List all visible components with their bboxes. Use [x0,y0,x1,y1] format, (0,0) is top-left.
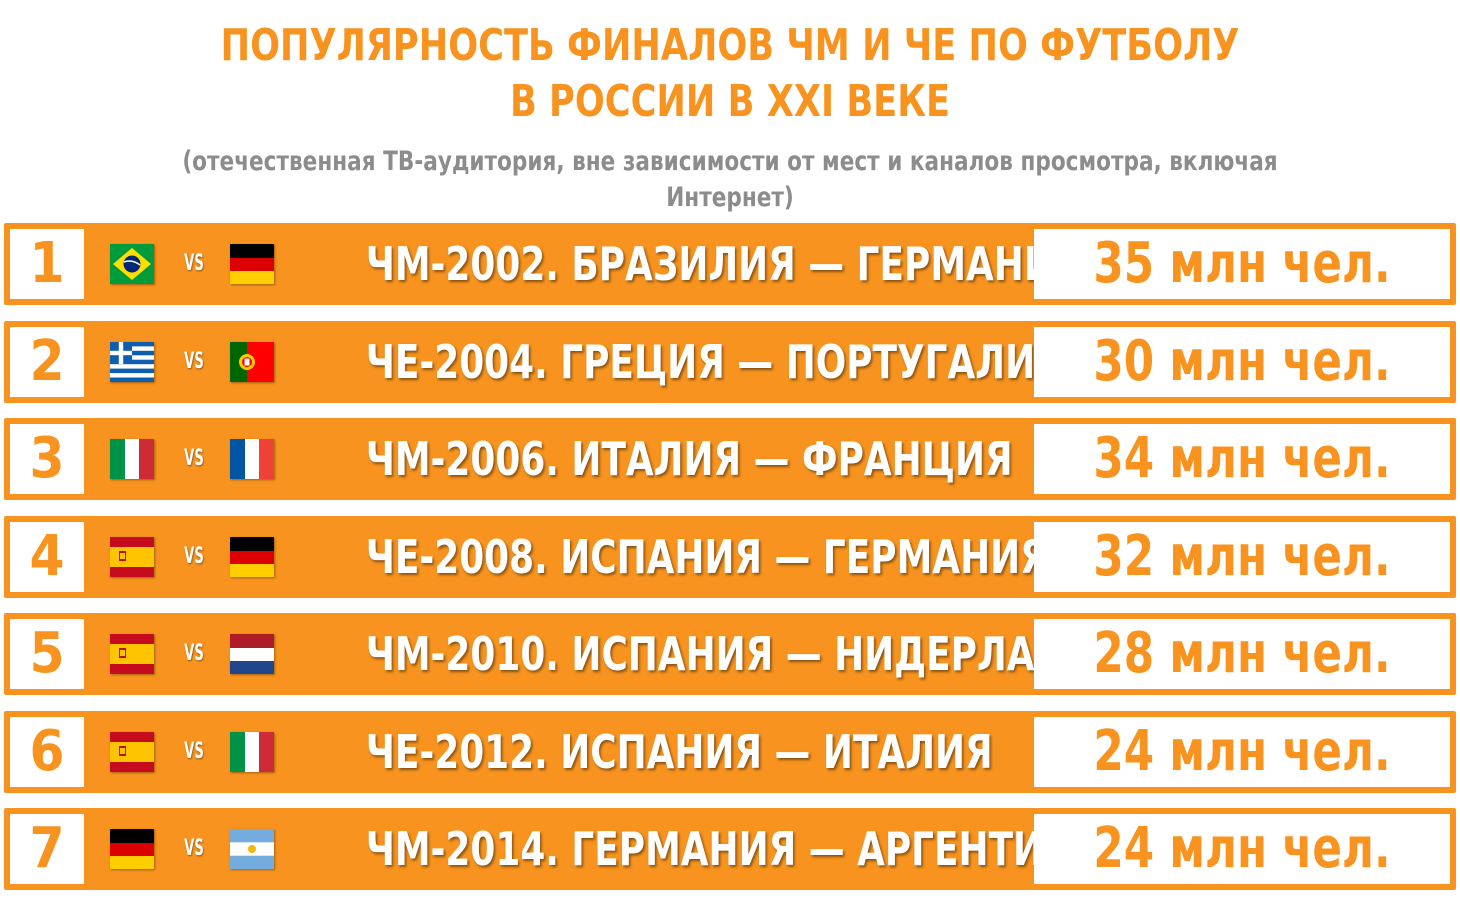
greece-flag-icon [110,341,154,382]
ranking-row: 7 VS ЧМ-2014. ГЕРМАНИЯ — АРГЕНТИНА 24 млн ч… [4,808,1456,890]
match-title: ЧМ-2014. ГЕРМАНИЯ — АРГЕНТИНА [365,822,1101,876]
germany-flag-icon [110,829,154,869]
portugal-flag-icon [230,341,274,382]
rank-number: 5 [10,619,84,689]
audience-panel: 24 млн чел. [1034,814,1450,884]
germany-flag-icon [230,536,274,577]
netherlands-flag-icon [230,634,274,674]
rank-number: 2 [10,326,84,397]
audience-panel: 24 млн чел. [1034,716,1450,787]
audience-value: 24 млн чел. [1093,816,1391,881]
match-title: ЧМ-2010. ИСПАНИЯ — НИДЕРЛАНДЫ [365,627,1134,681]
vs-label: VS [184,641,204,666]
vs-label: VS [184,251,204,276]
vs-label: VS [184,738,204,764]
ranking-row: 5 VS ЧМ-2010. ИСПАНИЯ — НИДЕРЛАНДЫ 28 млн ч… [4,613,1456,695]
germany-flag-icon [230,244,274,284]
audience-panel: 30 млн чел. [1034,326,1450,397]
subtitle: (отечественная ТВ-аудитория, вне зависим… [182,146,1278,213]
vs-label: VS [184,836,204,861]
title-line-2: В РОССИИ В XXI ВЕКЕ [509,76,951,127]
match-title: ЧМ-2006. ИТАЛИЯ — ФРАНЦИЯ [365,432,1013,486]
spain-flag-icon [110,634,154,674]
ranking-row: 4 VS ЧЕ-2008. ИСПАНИЯ — ГЕРМАНИЯ 32 млн чел… [4,515,1456,598]
audience-panel: 34 млн чел. [1034,424,1450,494]
spain-flag-icon [110,731,154,772]
rank-number: 6 [10,716,84,787]
vs-label: VS [184,348,204,374]
ranking-row: 6 VS ЧЕ-2012. ИСПАНИЯ — ИТАЛИЯ 24 млн чел. [4,710,1456,793]
match-title: ЧЕ-2012. ИСПАНИЯ — ИТАЛИЯ [365,724,993,779]
audience-value: 34 млн чел. [1093,426,1391,491]
match-title: ЧЕ-2008. ИСПАНИЯ — ГЕРМАНИЯ [365,529,1048,584]
audience-panel: 35 млн чел. [1034,229,1450,299]
title-line-1: ПОПУЛЯРНОСТЬ ФИНАЛОВ ЧМ И ЧЕ ПО ФУТБОЛУ [220,20,1240,71]
spain-flag-icon [110,536,154,577]
ranking-row: 2 VS ЧЕ-2004. ГРЕЦИЯ — ПОРТУГАЛИЯ 30 млн че… [4,320,1456,403]
rank-number: 3 [10,424,84,494]
ranking-list: 1 VS ЧМ-2002. БРАЗИЛИЯ — ГЕРМАНИЯ 35 млн че… [4,223,1456,906]
ranking-row: 1 VS ЧМ-2002. БРАЗИЛИЯ — ГЕРМАНИЯ 35 млн че… [4,223,1456,305]
italy-flag-icon [110,439,154,479]
audience-value: 28 млн чел. [1093,621,1391,686]
match-title: ЧЕ-2004. ГРЕЦИЯ — ПОРТУГАЛИЯ [365,334,1063,389]
audience-value: 35 млн чел. [1093,231,1391,296]
ranking-row: 3 VS ЧМ-2006. ИТАЛИЯ — ФРАНЦИЯ 34 млн чел. [4,418,1456,500]
vs-label: VS [184,543,204,569]
italy-flag-icon [230,731,274,772]
rank-number: 7 [10,814,84,884]
audience-panel: 32 млн чел. [1034,521,1450,592]
audience-value: 32 млн чел. [1093,523,1391,589]
france-flag-icon [230,439,274,479]
rank-number: 1 [10,229,84,299]
vs-label: VS [184,446,204,471]
match-title: ЧМ-2002. БРАЗИЛИЯ — ГЕРМАНИЯ [365,237,1082,291]
audience-value: 24 млн чел. [1093,718,1391,784]
audience-panel: 28 млн чел. [1034,619,1450,689]
argentina-flag-icon [230,829,274,869]
brazil-flag-icon [110,244,154,284]
rank-number: 4 [10,521,84,592]
audience-value: 30 млн чел. [1093,328,1391,394]
